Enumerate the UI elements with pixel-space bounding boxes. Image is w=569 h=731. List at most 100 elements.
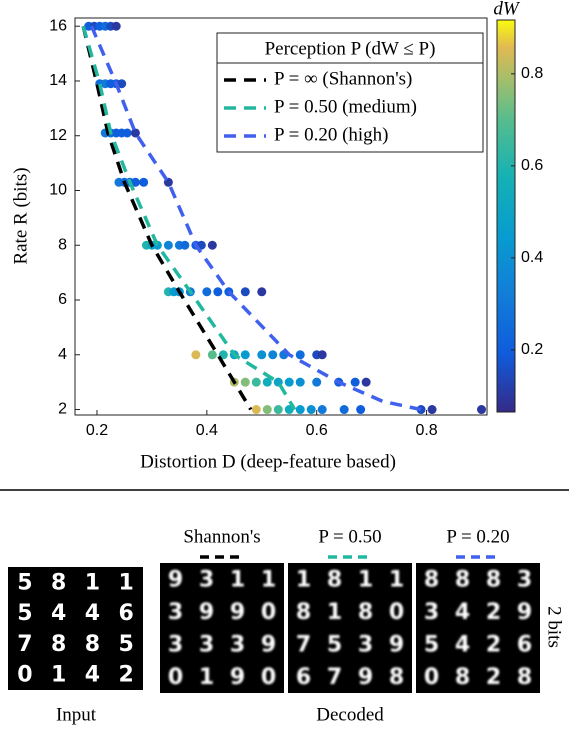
digit: 5 [424,632,439,657]
colorbar-label: dW [493,0,521,19]
digit: 1 [358,567,373,592]
digit: 1 [389,567,404,592]
point [191,350,201,360]
digit: 4 [85,601,100,626]
point [207,350,217,360]
point [117,79,127,89]
image-grid [8,567,143,690]
point [317,405,327,415]
digit: 8 [51,570,66,595]
digit: 8 [358,600,373,625]
y-tick-label: 10 [49,182,67,199]
point [356,405,366,415]
y-tick-label: 8 [58,236,67,253]
digit: 8 [85,632,100,657]
digit-group: 1 8 1 18 1 8 07 5 3 96 7 9 8 [296,567,404,690]
digit: 5 [17,570,32,595]
digit: 7 [296,632,311,657]
digit: 5 [17,601,32,626]
digit: 9 [230,665,245,690]
point [477,405,487,415]
digit: 9 [168,567,183,592]
point [312,377,322,387]
y-tick-label: 2 [58,401,67,418]
digit: 0 [261,600,276,625]
input-label: Input [56,704,97,725]
point [295,377,305,387]
point [295,405,305,415]
y-tick-label: 14 [49,72,67,89]
digit: 1 [327,600,342,625]
legend-label: P = 0.50 (medium) [274,96,417,117]
digit: 4 [455,600,470,625]
legend-label: P = 0.20 (high) [274,124,389,145]
image-grid [160,563,284,693]
digit: 4 [455,632,470,657]
digit: 9 [389,632,404,657]
point [240,350,250,360]
digit: 2 [486,665,501,690]
y-tick-label: 12 [49,127,67,144]
digit: 8 [51,632,66,657]
point [213,287,223,297]
point [295,350,305,360]
digit: 5 [327,632,342,657]
x-tick-label: 0.4 [196,422,218,439]
digit: 8 [455,665,470,690]
y-tick-label: 6 [58,291,67,308]
point [257,287,267,297]
y-tick-label: 16 [49,17,67,34]
digit: 5 [118,632,133,657]
digit: 9 [261,632,276,657]
digit: 8 [296,600,311,625]
plot-frame [74,17,488,416]
point [306,405,316,415]
digit: 1 [261,567,276,592]
digit: 9 [199,600,214,625]
point [350,377,360,387]
point [317,350,327,360]
row-label: 2 bits [544,606,565,648]
point [262,377,272,387]
decoded-title: Shannon's [183,526,260,547]
point [251,377,261,387]
point [111,21,121,31]
y-axis-label: Rate R (bits) [10,167,31,264]
y-tick-label: 4 [58,346,67,363]
point [257,350,267,360]
colorbar [496,19,516,413]
point [240,377,250,387]
digit: 0 [424,665,439,690]
digit: 8 [486,567,501,592]
digit: 0 [17,663,32,688]
digit-group: 8 8 8 33 4 2 95 4 2 60 8 2 8 [424,567,532,690]
digit: 2 [486,600,501,625]
digit: 8 [517,665,532,690]
point [202,287,212,297]
digit: 9 [358,665,373,690]
digit: 0 [168,665,183,690]
x-tick-label: 0.2 [86,422,108,439]
digit: 2 [486,632,501,657]
digit: 1 [51,663,66,688]
digit: 7 [17,632,32,657]
digit: 1 [118,570,133,595]
image-grid [416,563,540,693]
colorbar-tick-label: 0.2 [521,341,543,358]
image-grid [288,563,412,693]
digit: 3 [168,600,183,625]
digit-group: 5 8 1 15 4 4 67 8 8 50 1 4 2 [17,570,134,687]
digit: 2 [118,663,133,688]
point [240,287,250,297]
x-tick-label: 0.8 [415,422,437,439]
point [130,128,140,138]
legend-box [216,32,484,153]
colorbar-tick-label: 0.4 [521,249,543,266]
digit: 3 [199,567,214,592]
digit: 8 [424,567,439,592]
decoded-title: P = 0.50 [318,526,381,547]
curve [89,25,422,412]
digit: 1 [199,665,214,690]
curve [81,25,297,411]
